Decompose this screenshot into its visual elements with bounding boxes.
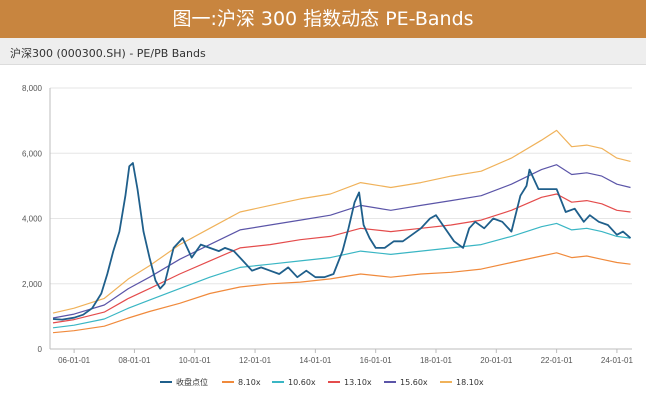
legend-label: 10.60x [288, 378, 316, 387]
x-tick-label: 10-01-01 [179, 356, 212, 365]
legend-label: 15.60x [400, 378, 428, 387]
y-tick-label: 6,000 [22, 149, 43, 158]
x-tick-label: 06-01-01 [58, 356, 91, 365]
legend-label: 收盘点位 [176, 377, 208, 387]
x-axis-ticks: 06-01-01 08-01-01 10-01-01 12-01-01 14-01-01… [58, 349, 633, 365]
x-tick-label: 20-01-01 [480, 356, 513, 365]
x-tick-label: 18-01-01 [420, 356, 453, 365]
legend-label: 13.10x [344, 378, 372, 387]
x-tick-label: 22-01-01 [541, 356, 574, 365]
series-line-5 [52, 129, 631, 314]
y-tick-label: 8,000 [22, 84, 43, 93]
y-tick-label: 4,000 [22, 215, 43, 224]
series-line-1 [52, 252, 631, 334]
chart-subtitle: 沪深300 (000300.SH) - PE/PB Bands [10, 47, 206, 60]
y-axis-ticks: 0 2,000 4,000 6,000 8,000 [22, 84, 43, 354]
legend-label: 8.10x [238, 378, 261, 387]
series-lines [52, 129, 632, 334]
banner-title: 图一:沪深 300 指数动态 PE-Bands [0, 0, 646, 38]
series-line-0 [52, 162, 632, 321]
y-tick-label: 2,000 [22, 280, 43, 289]
x-tick-label: 12-01-01 [239, 356, 272, 365]
series-line-2 [52, 222, 631, 329]
x-tick-label: 24-01-01 [601, 356, 634, 365]
x-tick-label: 16-01-01 [360, 356, 393, 365]
legend: 收盘点位 8.10x 10.60x 13.10x 15.60x 18.10x [160, 377, 484, 387]
legend-label: 18.10x [456, 378, 484, 387]
grid [49, 87, 632, 350]
x-tick-label: 08-01-01 [118, 356, 151, 365]
x-tick-label: 14-01-01 [299, 356, 332, 365]
series-line-4 [52, 164, 631, 319]
y-tick-label: 0 [38, 345, 43, 354]
series-line-3 [52, 193, 631, 324]
chart-header-bar [0, 38, 646, 65]
